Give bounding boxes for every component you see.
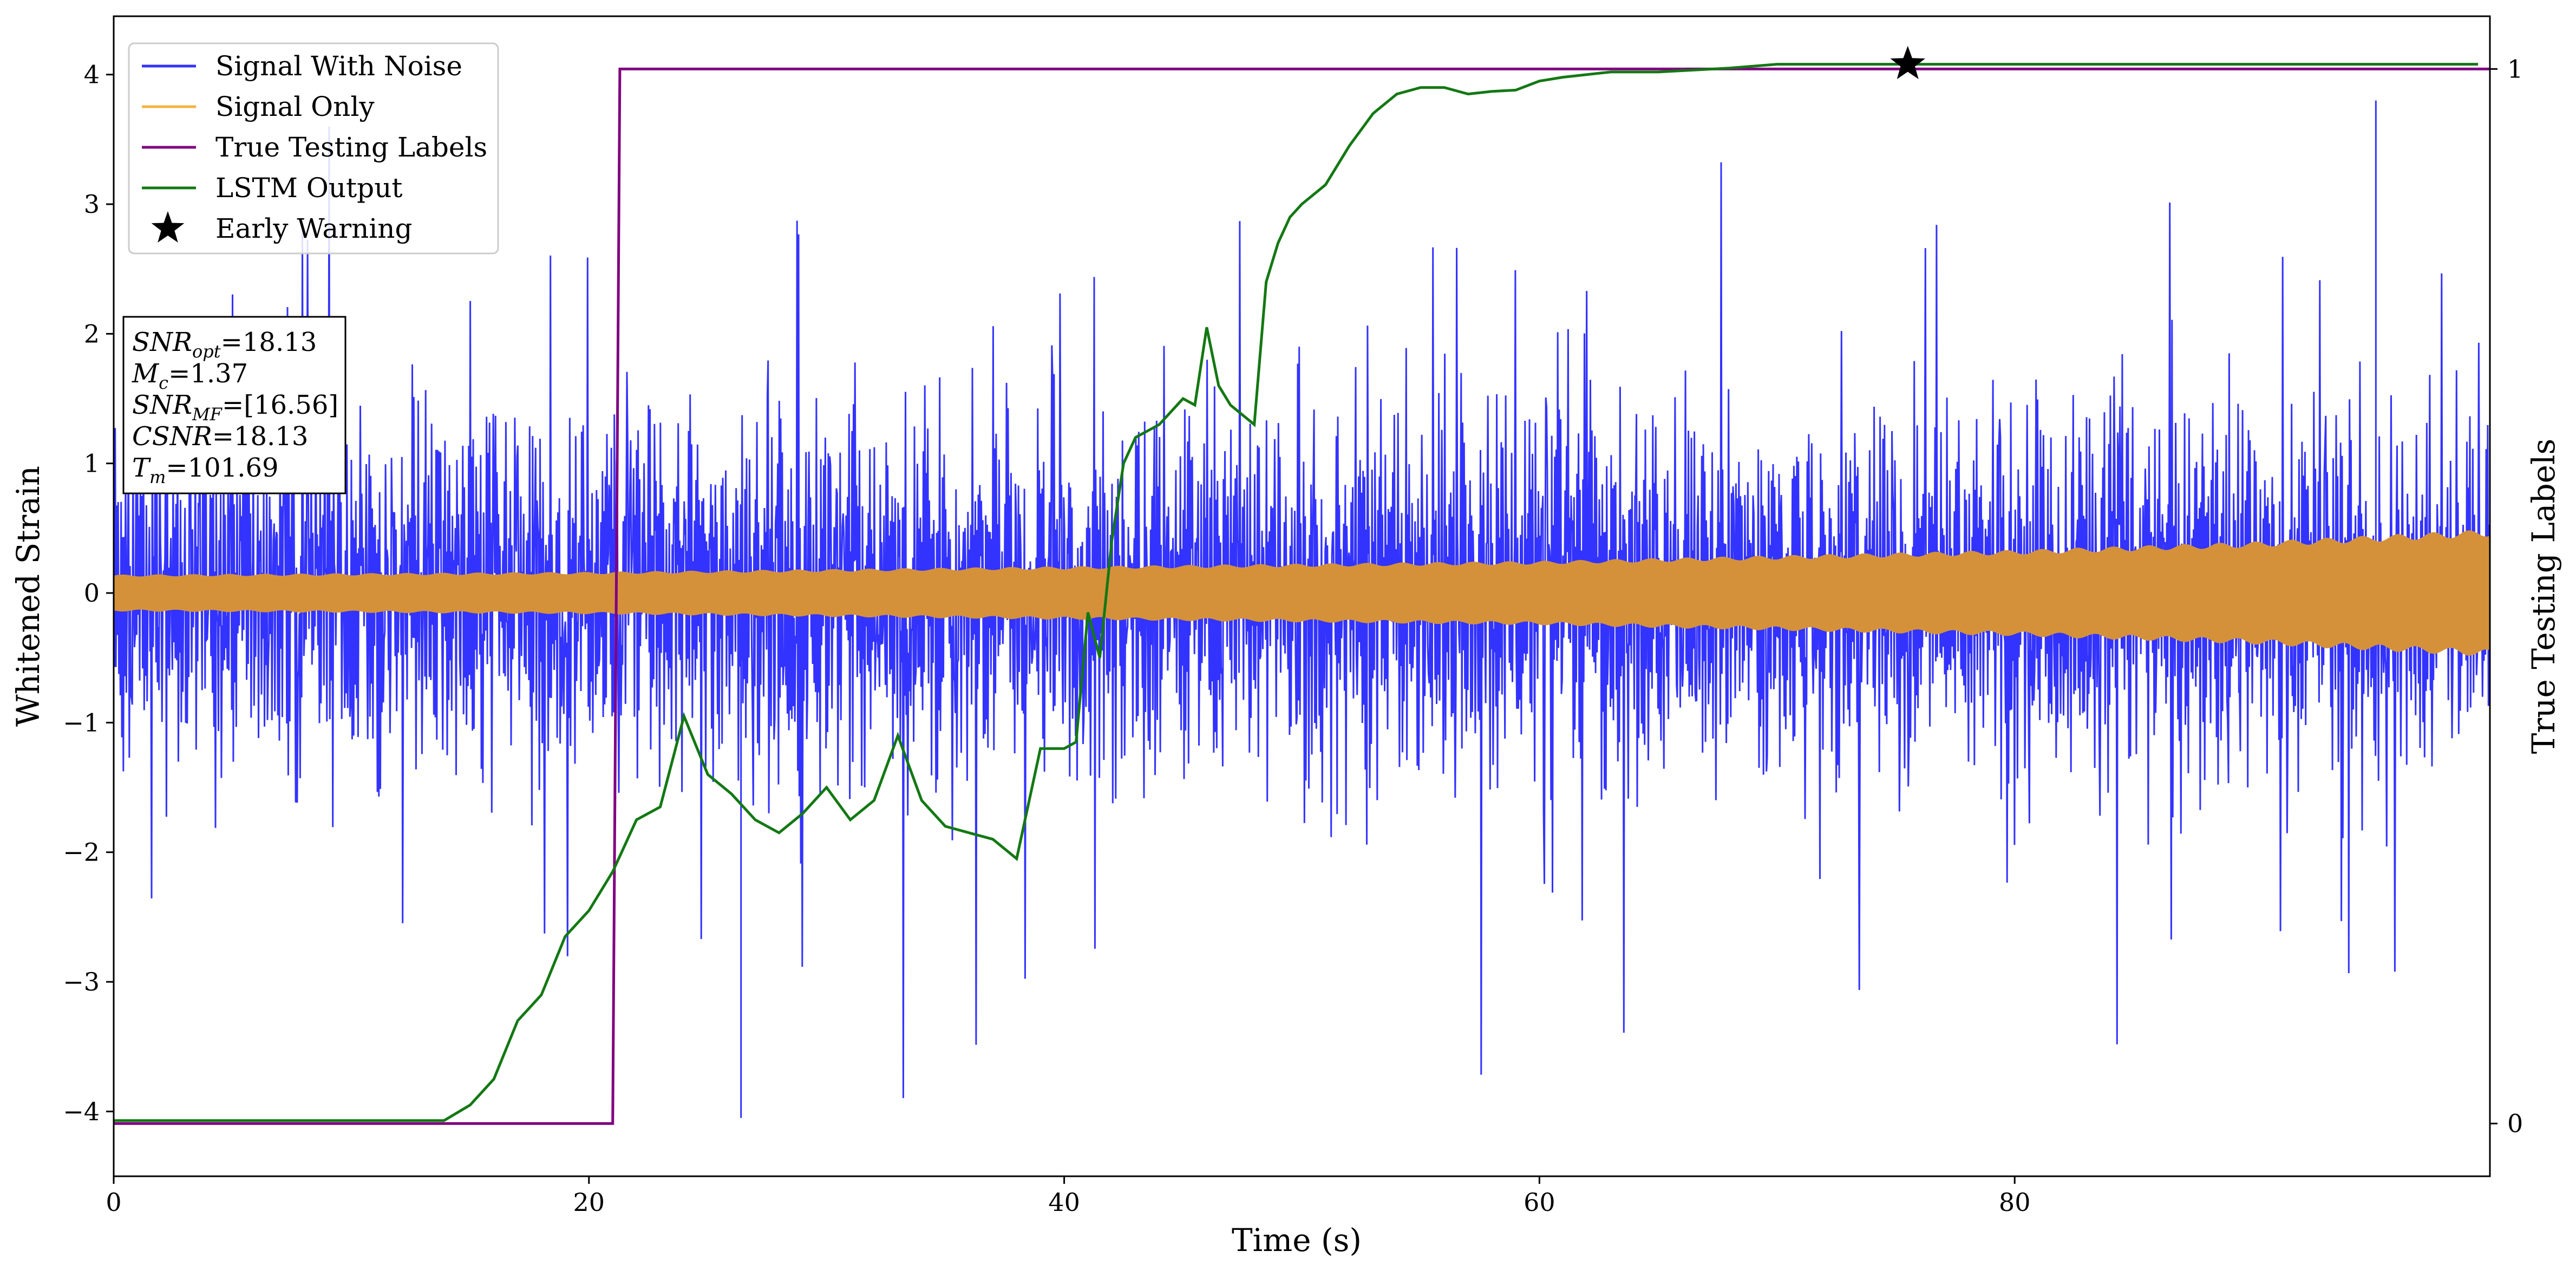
plot-frame xyxy=(113,15,2491,1177)
y-tick-label: 0 xyxy=(84,578,100,608)
legend-frame xyxy=(128,42,499,255)
y-tick-label: 2 xyxy=(84,319,100,348)
y-tick-label: 3 xyxy=(84,190,100,219)
legend-label: LSTM Output xyxy=(215,172,402,204)
x-axis-title: Time (s) xyxy=(1232,1222,1362,1259)
legend-star-icon xyxy=(151,211,185,243)
series-lstm-output xyxy=(114,63,2479,1122)
y-tick-label: −1 xyxy=(63,708,100,737)
legend-label: Signal Only xyxy=(215,91,375,122)
legend-label: Signal With Noise xyxy=(215,50,462,82)
legend-label: True Testing Labels xyxy=(215,132,487,163)
annotation-box-frame xyxy=(122,316,346,494)
x-tick-label: 80 xyxy=(1999,1188,2031,1217)
y-axis-title: Whitened Strain xyxy=(10,466,47,727)
series-true-testing-labels xyxy=(114,67,2490,1125)
plot-area xyxy=(114,63,2490,1125)
x-tick-label: 20 xyxy=(573,1188,605,1217)
legend-label: Early Warning xyxy=(215,213,413,244)
annotation-box: SNRopt=18.13Mc=1.37SNRMF=[16.56]CSNR=18.… xyxy=(122,316,346,494)
x-tick-label: 40 xyxy=(1048,1188,1080,1217)
y-tick-label: 1 xyxy=(84,449,100,478)
y-tick-label: −3 xyxy=(63,967,100,996)
y-right-axis-title: True Testing Labels xyxy=(2525,439,2562,754)
annotation-line: Tm=101.69 xyxy=(132,453,279,487)
y-tick-label: −2 xyxy=(63,838,100,867)
x-tick-label: 0 xyxy=(106,1188,121,1217)
y-right-tick-label: 1 xyxy=(2507,54,2523,83)
annotation-line: SNRopt=18.13 xyxy=(132,327,317,362)
x-tick-label: 60 xyxy=(1524,1188,1555,1217)
y-tick-label: 4 xyxy=(84,60,100,89)
annotation-line: SNRMF=[16.56] xyxy=(132,390,338,425)
y-tick-label: −4 xyxy=(63,1097,100,1126)
y-right-tick-label: 0 xyxy=(2507,1109,2523,1138)
series-signal-only xyxy=(114,530,2490,656)
annotation-line: CSNR=18.13 xyxy=(132,421,308,452)
legend: Signal With Noise Signal Only True Testing… xyxy=(128,42,499,255)
annotation-line: Mc=1.37 xyxy=(132,359,248,393)
early-warning-marker xyxy=(1890,45,1925,80)
